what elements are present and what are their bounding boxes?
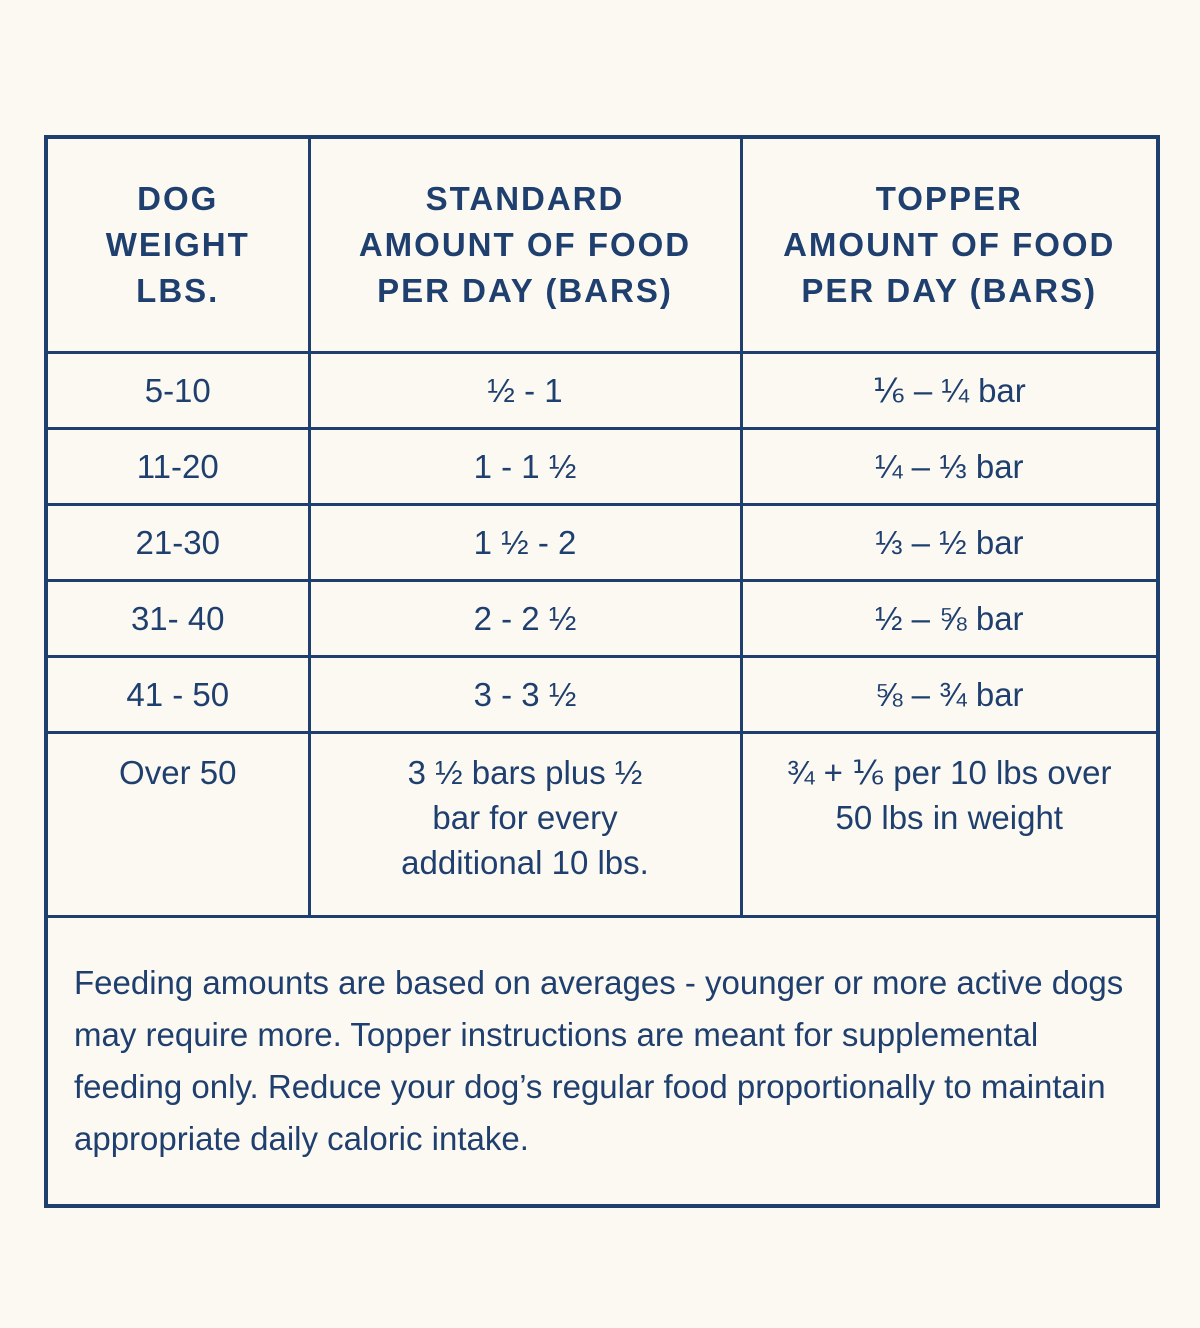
cell-text: ½ – ⅝ bar: [874, 599, 1024, 637]
feeding-table: DOG WEIGHT LBS. STANDARD AMOUNT OF FOOD PER D…: [44, 135, 1160, 1208]
cell-text: ⅙ – ¼ bar: [872, 372, 1026, 409]
table-cell: ¾ + ⅙ per 10 lbs over 50 lbs in weight: [739, 731, 1160, 918]
cell-text: 1 ½ - 2: [473, 523, 577, 561]
header-line: STANDARD: [425, 180, 625, 217]
header-line: AMOUNT OF FOOD: [358, 226, 692, 263]
cell-text: ¼ – ⅓ bar: [874, 447, 1024, 485]
table-cell: ½ - 1: [307, 351, 743, 430]
header-line: TOPPER: [875, 180, 1023, 217]
table-cell: 5-10: [44, 351, 311, 430]
cell-text: 3 ½ bars plus ½ bar for every additional…: [401, 754, 649, 881]
table-cell: 2 - 2 ½: [307, 579, 743, 658]
table-cell: ⅙ – ¼ bar: [739, 351, 1160, 430]
table-row: Over 50 3 ½ bars plus ½ bar for every add…: [44, 731, 1160, 918]
header-line: PER DAY (BARS): [377, 272, 673, 309]
cell-text: 5-10: [144, 371, 211, 409]
header-line: DOG: [137, 180, 219, 217]
table-cell: ¼ – ⅓ bar: [739, 427, 1160, 506]
header-line: PER DAY (BARS): [801, 272, 1098, 309]
cell-text: ¾ + ⅙ per 10 lbs over 50 lbs in weight: [786, 754, 1112, 836]
note: Feeding amounts are based on averages - …: [44, 915, 1160, 1208]
cell-text: Over 50: [119, 754, 237, 791]
cell-text: ⅝ – ¾ bar: [874, 675, 1024, 713]
note-row: Feeding amounts are based on averages - …: [44, 915, 1160, 1208]
header-cell: STANDARD AMOUNT OF FOOD PER DAY (BARS): [307, 135, 743, 354]
cell-text: 21-30: [135, 523, 220, 561]
header-cell: TOPPER AMOUNT OF FOOD PER DAY (BARS): [739, 135, 1160, 354]
table-cell: 3 ½ bars plus ½ bar for every additional…: [307, 731, 743, 918]
header-line: WEIGHT: [105, 226, 250, 263]
table-cell: ⅝ – ¾ bar: [739, 655, 1160, 734]
cell-text: ⅓ – ½ bar: [874, 523, 1024, 561]
cell-text: 2 - 2 ½: [473, 599, 577, 637]
header-line: AMOUNT OF FOOD: [783, 226, 1116, 263]
table-cell: 11-20: [44, 427, 311, 506]
table-row: 31- 40 2 - 2 ½ ½ – ⅝ bar: [44, 579, 1160, 658]
table-row: 11-20 1 - 1 ½ ¼ – ⅓ bar: [44, 427, 1160, 506]
cell-text: ½ - 1: [487, 371, 563, 409]
header-cell: DOG WEIGHT LBS.: [44, 135, 311, 354]
cell-text: 1 - 1 ½: [473, 447, 577, 485]
cell-text: 3 - 3 ½: [473, 675, 577, 713]
table-cell: 31- 40: [44, 579, 311, 658]
header-row: DOG WEIGHT LBS. STANDARD AMOUNT OF FOOD PER D…: [44, 135, 1160, 354]
table-cell: 1 ½ - 2: [307, 503, 743, 582]
table-row: 5-10 ½ - 1 ⅙ – ¼ bar: [44, 351, 1160, 430]
table-cell: Over 50: [44, 731, 311, 918]
table-cell: 1 - 1 ½: [307, 427, 743, 506]
cell-text: 41 - 50: [126, 675, 230, 713]
cell-text: 11-20: [136, 447, 219, 485]
table-cell: 3 - 3 ½: [307, 655, 743, 734]
table-row: 21-30 1 ½ - 2 ⅓ – ½ bar: [44, 503, 1160, 582]
table-cell: 41 - 50: [44, 655, 311, 734]
table-row: 41 - 50 3 - 3 ½ ⅝ – ¾ bar: [44, 655, 1160, 734]
header-line: LBS.: [136, 272, 220, 309]
cell-text: 31- 40: [130, 599, 225, 637]
table-cell: 21-30: [44, 503, 311, 582]
table-cell: ½ – ⅝ bar: [739, 579, 1160, 658]
table-cell: ⅓ – ½ bar: [739, 503, 1160, 582]
